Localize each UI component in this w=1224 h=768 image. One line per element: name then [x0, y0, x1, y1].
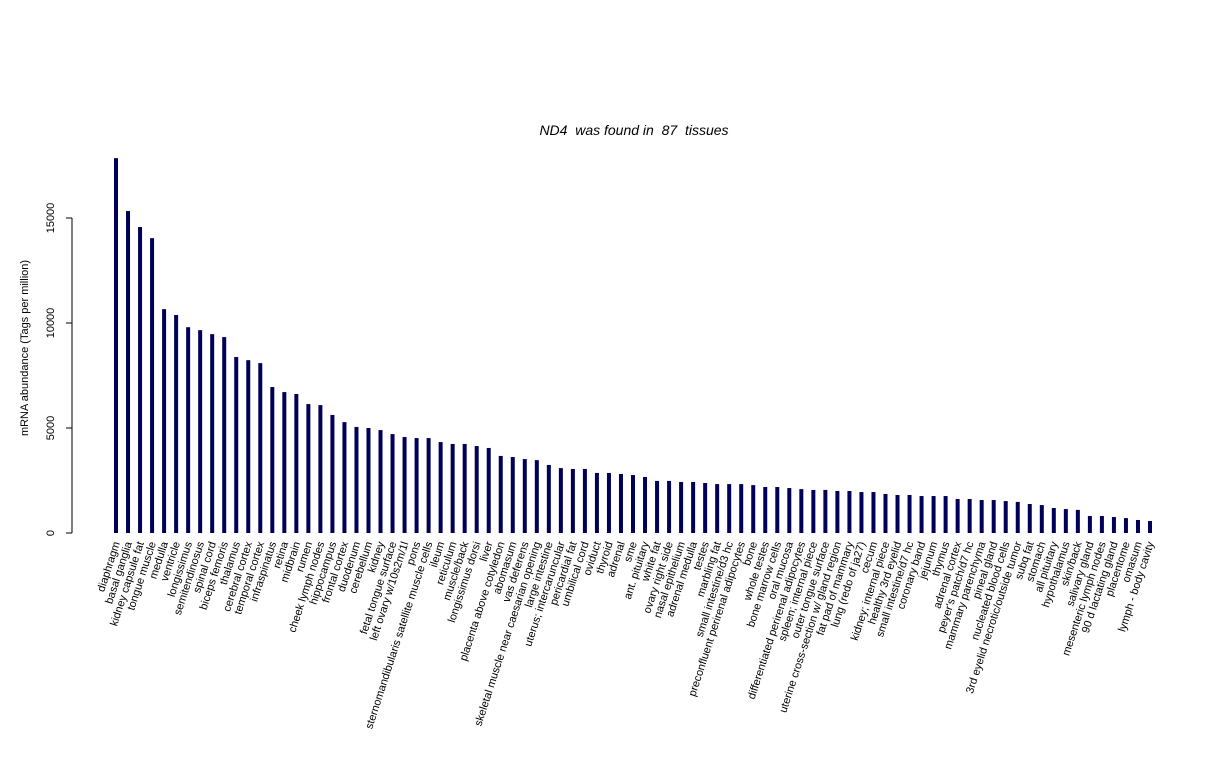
- bar: [1111, 517, 1116, 533]
- y-tick-label: 5000: [45, 416, 57, 440]
- bar: [546, 464, 551, 533]
- bar: [426, 438, 431, 533]
- y-tick-label: 15000: [45, 203, 57, 234]
- y-tick-label: 10000: [45, 308, 57, 339]
- bar: [582, 468, 587, 533]
- bar: [210, 334, 215, 533]
- bar: [126, 211, 131, 533]
- bar: [775, 487, 780, 533]
- bar: [739, 484, 744, 533]
- bar: [1135, 519, 1140, 533]
- bar: [222, 337, 227, 533]
- bar: [162, 309, 167, 533]
- bar: [703, 483, 708, 533]
- bar: [174, 315, 179, 533]
- bar: [1051, 508, 1056, 533]
- bar: [366, 428, 371, 533]
- bar: [835, 491, 840, 533]
- bar: [486, 447, 491, 533]
- bar: [618, 473, 623, 533]
- bar: [594, 472, 599, 533]
- bar: [498, 455, 503, 533]
- bar: [907, 494, 912, 533]
- y-tick-label: 0: [45, 530, 57, 536]
- chart-title: ND4 was found in 87 tissues: [539, 122, 728, 138]
- bar: [931, 496, 936, 533]
- bar: [1087, 515, 1092, 533]
- bar: [883, 493, 888, 533]
- bar: [871, 492, 876, 533]
- bar: [799, 489, 804, 533]
- bar: [186, 327, 191, 533]
- bar: [138, 227, 143, 533]
- bar: [727, 484, 732, 533]
- bar: [606, 472, 611, 533]
- bar: [955, 498, 960, 533]
- bar: [763, 487, 768, 533]
- bar: [306, 404, 311, 533]
- bar: [679, 481, 684, 533]
- bar: [438, 442, 443, 533]
- bar: [919, 496, 924, 533]
- bar: [895, 494, 900, 533]
- bar: [318, 405, 323, 533]
- bar: [847, 491, 852, 533]
- bar: [859, 492, 864, 533]
- bar: [1039, 505, 1044, 533]
- bar: [198, 330, 203, 533]
- bar: [354, 426, 359, 533]
- bar: [691, 481, 696, 533]
- bar: [402, 437, 407, 533]
- bar: [534, 460, 539, 533]
- bar: [150, 238, 155, 533]
- bar: [378, 430, 383, 533]
- bar: [330, 414, 335, 533]
- bar: [979, 500, 984, 533]
- bar: [751, 485, 756, 533]
- bar: [1063, 509, 1068, 533]
- bar: [823, 489, 828, 533]
- bar: [811, 489, 816, 533]
- y-axis-label: mRNA abundance (Tags per million): [19, 260, 31, 436]
- bar: [342, 422, 347, 533]
- bar: [462, 443, 467, 533]
- bar: [522, 459, 527, 533]
- bar: [715, 484, 720, 533]
- bar: [1015, 501, 1020, 533]
- bar: [570, 468, 575, 533]
- bar: [1075, 509, 1080, 533]
- bar: [270, 387, 275, 533]
- bar: [967, 498, 972, 533]
- bar: [558, 468, 563, 533]
- bar: [294, 393, 299, 533]
- bar: [282, 392, 287, 533]
- bar: [114, 158, 118, 533]
- bar: [390, 434, 395, 533]
- bar: [414, 438, 419, 533]
- bar: [787, 488, 792, 533]
- bar: [1123, 518, 1128, 533]
- bar: [450, 443, 455, 533]
- bar: [1003, 501, 1008, 533]
- bar: [474, 446, 479, 533]
- bar: [643, 476, 648, 533]
- bar: [234, 357, 239, 533]
- bar: [510, 456, 515, 533]
- bar: [655, 480, 660, 533]
- bar: [943, 496, 948, 533]
- bar: [1148, 521, 1152, 533]
- bar: [1099, 515, 1104, 533]
- bar: [1027, 504, 1032, 533]
- bar: [258, 363, 263, 533]
- bar: [991, 500, 996, 533]
- bar: [246, 360, 251, 533]
- bar: [667, 480, 672, 533]
- bar: [631, 475, 635, 533]
